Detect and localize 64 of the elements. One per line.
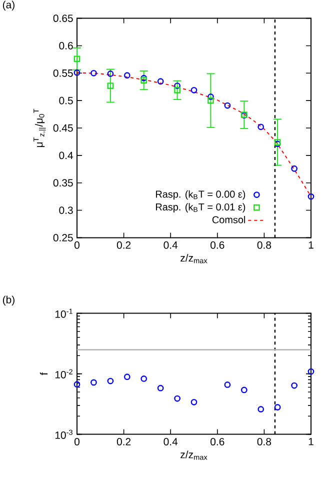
- x-tick-label: 0.8: [257, 438, 272, 446]
- point: [124, 374, 130, 380]
- x-tick-label: 1: [308, 241, 314, 249]
- point: [258, 406, 264, 412]
- x-tick-label: 1: [308, 438, 314, 446]
- point: [140, 376, 148, 382]
- point: [140, 74, 148, 82]
- point: [90, 70, 97, 76]
- x-tick-label: 0.4: [164, 438, 178, 446]
- point: [174, 82, 180, 89]
- point: [274, 404, 281, 410]
- point: [224, 102, 231, 109]
- point: [107, 378, 114, 384]
- point: [208, 97, 214, 104]
- chart-title: (b): [2, 296, 14, 306]
- point: [308, 368, 314, 375]
- point: [107, 82, 114, 89]
- y-tick-label: 0.5: [59, 96, 73, 104]
- x-tick-label: 0.2: [116, 241, 131, 249]
- y-tick-label: 10$^{-2}$: [55, 369, 72, 378]
- point: [124, 72, 130, 79]
- x-tick-label: 0: [74, 241, 80, 249]
- point: [224, 382, 231, 388]
- point: [190, 398, 198, 406]
- y-tick-label: 0.6: [59, 42, 73, 50]
- y-tick-label: 0.4: [59, 152, 73, 160]
- legend-label: Comsol: [212, 216, 246, 224]
- x-tick-label: 0.8: [257, 241, 272, 249]
- point: [174, 395, 180, 402]
- point: [258, 124, 264, 130]
- point: [157, 384, 164, 392]
- point: [291, 382, 298, 389]
- point: [107, 70, 114, 77]
- point: [74, 381, 80, 388]
- y-tick-label: 0.25: [53, 234, 73, 242]
- y-tick-label: 0.3: [59, 206, 73, 214]
- x-tick-label: 0.6: [210, 241, 224, 249]
- point: [190, 86, 198, 94]
- y-tick-label: 0.45: [53, 124, 73, 132]
- point: [291, 165, 298, 172]
- x-tick-label: 0.4: [164, 241, 178, 249]
- point: [174, 86, 180, 94]
- x-tick-label: 0.6: [210, 438, 224, 446]
- y-axis-title: f: [40, 372, 48, 376]
- y-tick-label: 0.55: [53, 69, 73, 77]
- point: [208, 94, 214, 100]
- x-tick-label: 0.2: [116, 438, 131, 446]
- legend-label: Rasp. (k$_{B}$T = 0.01 ε): [156, 203, 246, 212]
- x-axis-title: z/z$_{max}$: [180, 254, 208, 264]
- y-tick-label: 0.65: [53, 14, 73, 22]
- point: [240, 386, 248, 394]
- x-axis-title: z/z$_{max}$: [180, 450, 208, 460]
- legend-label: Rasp. (k$_{B}$T = 0.00 ε): [156, 190, 246, 200]
- point: [90, 379, 97, 386]
- x-tick-label: 0: [74, 438, 80, 446]
- y-tick-label: 10$^{-3}$: [55, 430, 72, 439]
- y-tick-label: 0.35: [53, 179, 73, 187]
- y-tick-label: 10$^{-1}$: [55, 308, 72, 318]
- point: [157, 78, 164, 85]
- chart-title: (a): [2, 0, 14, 10]
- point: [308, 193, 314, 200]
- point: [140, 77, 148, 84]
- point: [74, 56, 80, 62]
- point: [74, 69, 80, 76]
